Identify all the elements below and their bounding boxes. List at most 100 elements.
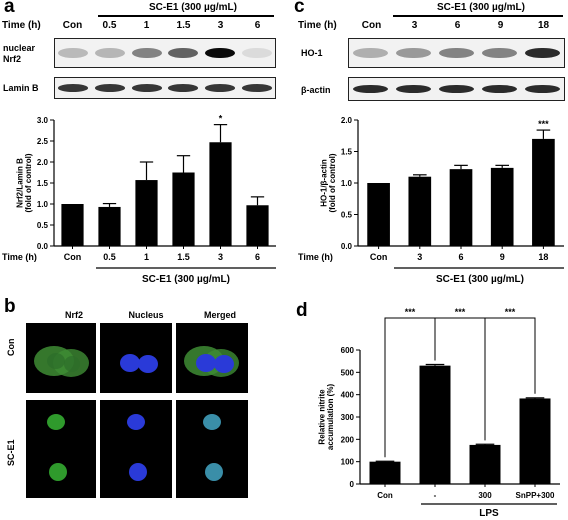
western-blot-ho-1	[348, 38, 565, 68]
bar	[490, 167, 514, 246]
blot-band	[131, 84, 162, 92]
lane-label: 0.5	[102, 20, 117, 31]
panel-label-b: b	[4, 296, 16, 317]
micrograph-sc-e1-merged	[176, 400, 248, 498]
bar	[209, 142, 232, 246]
micrograph-con-merged	[176, 323, 248, 393]
blot-band	[481, 84, 518, 94]
y-axis-label-line: Nrf2/Lamin B	[15, 158, 24, 208]
bar	[61, 204, 84, 246]
y-tick-label: 1.0	[37, 200, 49, 209]
y-axis-label-line: Relative nitrite	[317, 389, 326, 445]
bar	[98, 206, 121, 246]
western-blot-beta-actin	[348, 77, 565, 101]
blot-band	[94, 47, 126, 59]
comparison-label: ***	[455, 307, 466, 317]
lane-label: 1	[143, 20, 150, 31]
blot-band	[481, 47, 518, 59]
micro-col-header-nrf2: Nrf2	[64, 310, 83, 320]
blot-band	[204, 47, 236, 59]
group-label: LPS	[479, 508, 499, 519]
blot-band	[395, 47, 432, 59]
x-tick-label: 18	[538, 252, 548, 262]
blot-band	[352, 84, 389, 94]
y-tick-label: 0	[350, 480, 355, 489]
bar	[532, 138, 555, 246]
blot-band	[204, 84, 236, 92]
chart-a-nrf2-lamin-b: 0.0 0.5 1.0 1.5 2.0 2.5 3.0 Nrf2/Lamin B(fold o…	[2, 114, 276, 285]
panel-c-time-label: Time (h)	[298, 20, 337, 31]
y-tick-label: 600	[341, 346, 355, 355]
x-tick-label: SnPP+300	[516, 491, 555, 500]
blot-label-ho-1: HO-1	[301, 48, 323, 58]
y-tick-label: 0.5	[37, 221, 49, 230]
micrograph-sc-e1-nucleus-image	[127, 414, 147, 481]
micrograph-con-nrf2	[26, 323, 96, 393]
micro-row-label-sc-e1: SC-E1	[6, 439, 16, 466]
x-tick-label: 3	[417, 252, 422, 262]
blot-label-line: nuclear	[3, 43, 36, 53]
panel-a-lane-labels: Con 0.5 1 1.5 3 6	[54, 20, 276, 34]
x-tick-label: 9	[500, 252, 505, 262]
comparison-label: ***	[405, 307, 416, 317]
bar	[449, 169, 473, 246]
blot-band	[524, 47, 561, 59]
bar	[419, 365, 451, 484]
micrograph-con-nrf2-image	[34, 346, 89, 377]
micrograph-sc-e1-nucleus	[100, 400, 172, 498]
comparison-bracket	[484, 317, 536, 441]
x-tick-label: 3	[218, 252, 223, 262]
bar	[408, 176, 432, 246]
x-tick-label: 6	[458, 252, 463, 262]
bar	[367, 183, 390, 246]
blot-band	[438, 47, 475, 59]
lane-label: 9	[497, 20, 504, 31]
x-tick-label: Con	[377, 491, 393, 500]
y-tick-label: 200	[341, 435, 355, 444]
blot-band	[58, 47, 89, 59]
bar	[172, 172, 195, 246]
comparison-label: ***	[505, 307, 516, 317]
y-tick-label: 1.0	[341, 179, 353, 188]
micrograph-sc-e1-merged-image	[203, 414, 223, 481]
lane-label: 6	[254, 20, 261, 31]
blot-band	[524, 84, 561, 94]
panel-a-time-label: Time (h)	[2, 20, 41, 31]
y-tick-label: 0.0	[37, 242, 49, 251]
y-tick-label: 3.0	[37, 116, 49, 125]
y-tick-label: 1.5	[37, 179, 49, 188]
lane-label: 3	[217, 20, 224, 31]
x-tick-label: Con	[64, 252, 82, 262]
blot-band	[241, 47, 272, 59]
chart-c-ho1-beta-actin: 0.0 0.5 1.0 1.5 2.0 HO-1/β-actin(fold of cont…	[298, 116, 564, 285]
blot-band	[168, 47, 199, 59]
y-tick-label: 2.0	[341, 116, 353, 125]
panel-c-lane-labels: Con 3 6 9 18	[350, 20, 565, 34]
y-tick-label: 100	[341, 458, 355, 467]
x-tick-label: 0.5	[103, 252, 116, 262]
blot-label-line: Nrf2	[3, 54, 22, 64]
blot-band	[168, 84, 199, 92]
blot-band	[131, 47, 162, 59]
micrograph-sc-e1-nrf2	[26, 400, 96, 498]
micro-col-header-nucleus: Nucleus	[128, 310, 164, 320]
y-tick-label: 2.5	[37, 137, 49, 146]
lane-label: 3	[411, 20, 418, 31]
significance-label: *	[219, 114, 223, 124]
x-tick-label: 1	[144, 252, 149, 262]
lane-label: 1.5	[176, 20, 191, 31]
bar	[519, 398, 551, 484]
x-tick-label: Con	[370, 252, 388, 262]
treatment-label: SC-E1 (300 µg/mL)	[142, 274, 230, 285]
y-axis-label: Relative nitriteaccumulation (%)	[317, 384, 335, 451]
bar	[469, 444, 501, 484]
y-tick-label: 300	[341, 413, 355, 422]
lane-label: 18	[537, 20, 550, 31]
y-axis-label: Nrf2/Lamin B(fold of control)	[15, 153, 33, 212]
lane-label: Con	[361, 20, 382, 31]
x-tick-label: 300	[478, 491, 492, 500]
blot-band	[94, 84, 126, 92]
panel-label-a: a	[4, 0, 15, 17]
y-axis-label-line: accumulation (%)	[326, 384, 335, 451]
y-axis-label: HO-1/β-actin(fold of control)	[319, 153, 337, 212]
